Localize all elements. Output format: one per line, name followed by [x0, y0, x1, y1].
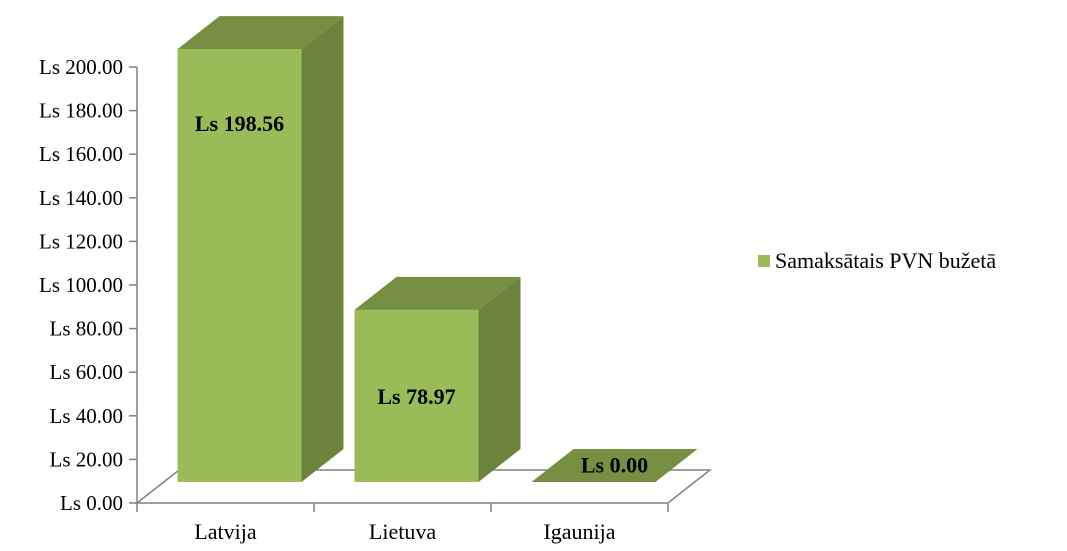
x-axis: Latvija Lietuva Igaunija [136, 503, 669, 544]
data-label: Ls 78.97 [377, 384, 455, 409]
bar-top [177, 16, 344, 50]
y-axis: Ls 0.00 Ls 20.00 Ls 40.00 Ls 60.00 Ls 80.00 L… [39, 55, 138, 515]
bar-top [531, 449, 698, 482]
bar-side [301, 16, 344, 483]
bar-front [177, 49, 302, 483]
y-tick-label: Ls 0.00 [60, 491, 123, 515]
data-label: Ls 198.56 [195, 111, 284, 136]
y-tick-label: Ls 20.00 [50, 447, 124, 471]
data-label: Ls 0.00 [581, 453, 648, 478]
y-tick-label: Ls 60.00 [50, 360, 124, 384]
x-category-label: Latvija [194, 519, 257, 544]
y-tick-label: Ls 180.00 [39, 99, 123, 123]
y-tick-label: Ls 140.00 [39, 186, 123, 210]
y-tick-label: Ls 80.00 [50, 317, 124, 341]
y-tick-label: Ls 120.00 [39, 229, 123, 253]
y-tick-label: Ls 100.00 [39, 273, 123, 297]
x-category-label: Lietuva [369, 519, 436, 544]
y-tick-label: Ls 160.00 [39, 142, 123, 166]
legend: Samaksātais PVN bužetā [758, 248, 996, 273]
y-tick-label: Ls 40.00 [50, 404, 124, 428]
bars [177, 16, 698, 483]
x-category-label: Igaunija [543, 519, 615, 544]
y-tick-label: Ls 200.00 [39, 55, 123, 79]
bar-side [478, 276, 521, 482]
legend-swatch [758, 255, 770, 267]
bar-front [354, 309, 479, 482]
data-labels: Ls 198.56 Ls 78.97 Ls 0.00 [195, 111, 648, 477]
legend-label: Samaksātais PVN bužetā [775, 248, 996, 273]
bar-top [354, 276, 521, 310]
